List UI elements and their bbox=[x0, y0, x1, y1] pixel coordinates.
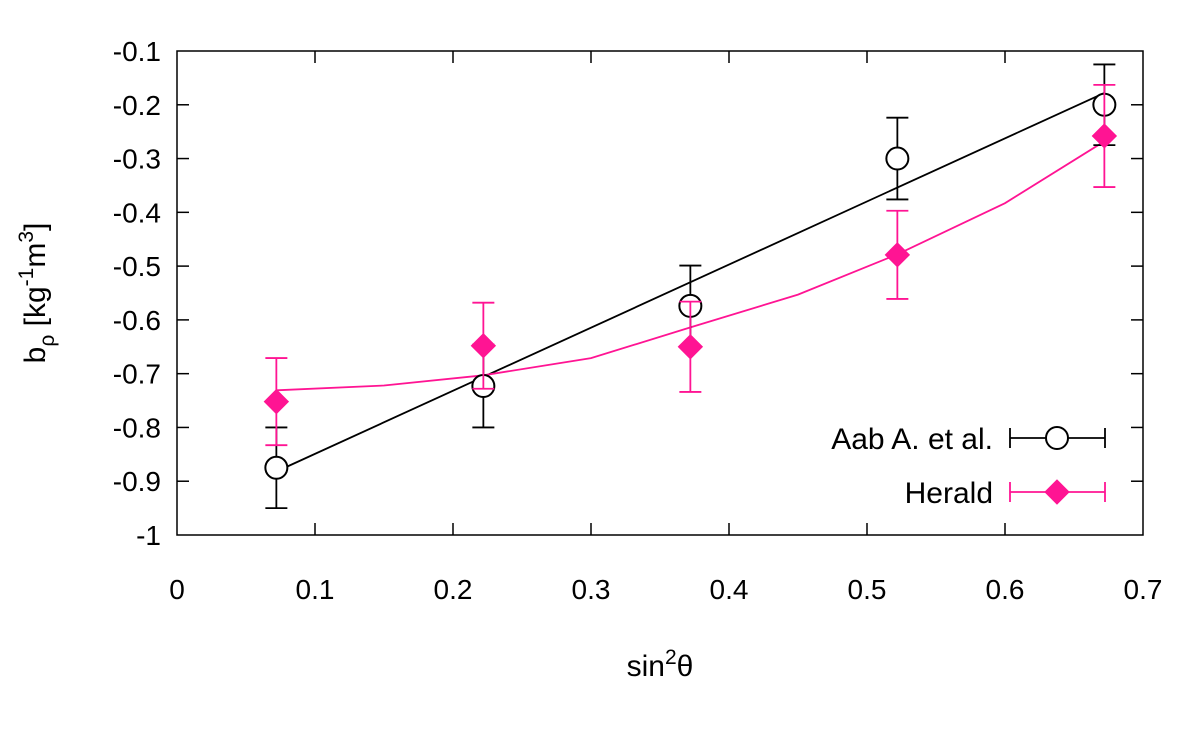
y-tick-label: -0.5 bbox=[113, 251, 161, 282]
legend: Aab A. et al. Herald bbox=[831, 423, 1106, 510]
x-tick-label: 0.7 bbox=[1124, 574, 1163, 605]
x-tick-label: 0.6 bbox=[986, 574, 1025, 605]
y-axis-label: bρ [kg-1m3] bbox=[15, 223, 59, 364]
marker-filled-diamond bbox=[1091, 123, 1118, 149]
y-tick-label: -0.3 bbox=[113, 144, 161, 175]
x-tick-label: 0.5 bbox=[848, 574, 887, 605]
y-tick-label: -0.6 bbox=[113, 305, 161, 336]
x-tick-label: 0.4 bbox=[710, 574, 749, 605]
legend-label: Aab A. et al. bbox=[831, 423, 993, 456]
data-point bbox=[1091, 83, 1118, 188]
data-points bbox=[263, 63, 1118, 510]
data-point bbox=[263, 357, 290, 447]
legend-label: Herald bbox=[905, 477, 993, 510]
marker-open-circle bbox=[885, 146, 910, 171]
legend-entry: Herald bbox=[905, 477, 1106, 510]
data-point bbox=[884, 209, 911, 300]
data-point bbox=[470, 301, 497, 390]
marker-filled-diamond bbox=[677, 334, 704, 360]
y-tick-label: -0.1 bbox=[113, 36, 161, 67]
plot-frame bbox=[176, 50, 1144, 536]
y-tick-label: -1 bbox=[136, 520, 161, 551]
y-tick-label: -0.2 bbox=[113, 90, 161, 121]
marker-filled-diamond bbox=[884, 242, 911, 268]
y-tick-label: -0.9 bbox=[113, 466, 161, 497]
marker-filled-diamond bbox=[263, 388, 290, 415]
x-tick-label: 0.1 bbox=[296, 574, 335, 605]
y-tick-label: -0.4 bbox=[113, 197, 161, 228]
y-tick-label: -0.7 bbox=[113, 359, 161, 390]
y-tick-label: -0.8 bbox=[113, 412, 161, 443]
data-point bbox=[677, 300, 704, 393]
marker-filled-diamond bbox=[1044, 479, 1070, 505]
x-tick-label: 0.2 bbox=[434, 574, 473, 605]
marker-filled-diamond bbox=[470, 332, 497, 359]
data-point bbox=[885, 116, 910, 201]
axis-ticks: 0 0.1 0.2 0.3 0.4 0.5 0.6 0.7 -0.1 -0.2 -0.3 -0.4 -0… bbox=[113, 36, 1163, 605]
marker-open-circle bbox=[1045, 426, 1069, 450]
legend-entry: Aab A. et al. bbox=[831, 423, 1106, 456]
marker-open-circle bbox=[264, 455, 289, 480]
x-tick-label: 0.3 bbox=[572, 574, 611, 605]
x-axis-label: sin2θ bbox=[627, 646, 694, 683]
x-tick-label: 0 bbox=[169, 574, 185, 605]
